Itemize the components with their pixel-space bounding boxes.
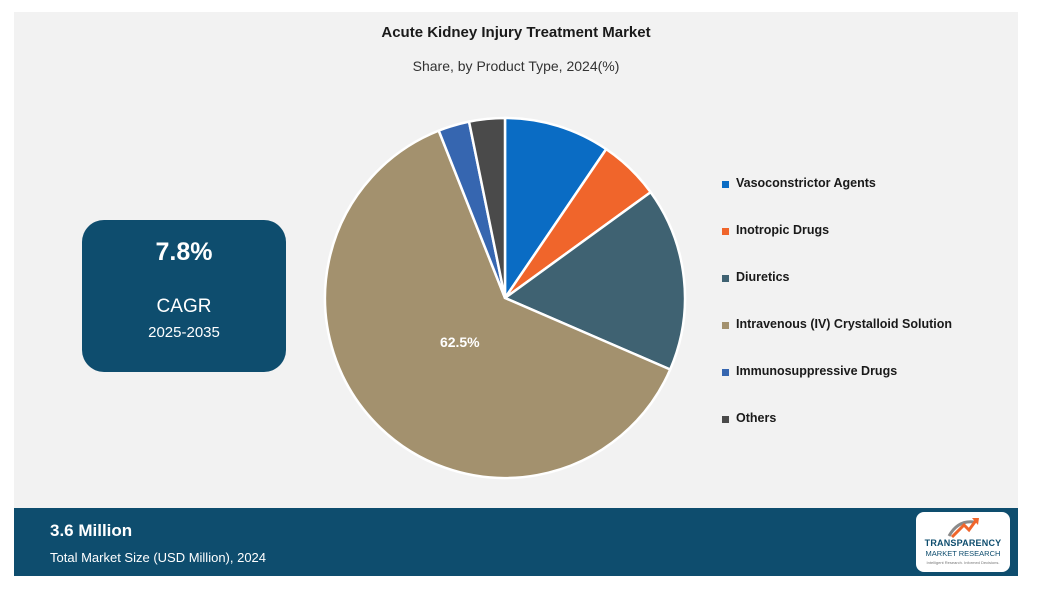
cagr-label: CAGR bbox=[156, 296, 212, 317]
legend-label: Inotropic Drugs bbox=[736, 223, 830, 237]
logo-line1: TRANSPARENCY bbox=[924, 538, 1002, 548]
pie-data-label: 62.5% bbox=[440, 334, 480, 350]
legend-swatch bbox=[722, 416, 729, 423]
legend-swatch bbox=[722, 275, 729, 282]
legend-swatch bbox=[722, 322, 729, 329]
chart-legend: Vasoconstrictor Agents Inotropic Drugs Diu… bbox=[722, 176, 1012, 458]
legend-item-others: Others bbox=[722, 411, 1012, 458]
legend-label: Immunosuppressive Drugs bbox=[736, 364, 898, 378]
pie-slice-diuretics bbox=[502, 190, 687, 372]
company-logo: TRANSPARENCY MARKET RESEARCH Intelligent… bbox=[916, 512, 1010, 572]
legend-item-vasoconstrictor-agents: Vasoconstrictor Agents bbox=[722, 176, 1012, 223]
legend-item-immunosuppressive-drugs: Immunosuppressive Drugs bbox=[722, 364, 1012, 411]
pie-slice-intravenous-iv-crystalloid-solution bbox=[323, 129, 672, 480]
chart-subtitle: Share, by Product Type, 2024(%) bbox=[412, 58, 620, 74]
legend-swatch bbox=[722, 181, 729, 188]
logo-line2: MARKET RESEARCH bbox=[925, 549, 1001, 558]
legend-label: Others bbox=[736, 411, 777, 425]
chart-title: Acute Kidney Injury Treatment Market bbox=[381, 24, 651, 41]
legend-swatch bbox=[722, 228, 729, 235]
legend-item-inotropic-drugs: Inotropic Drugs bbox=[722, 223, 1012, 270]
legend-label: Vasoconstrictor Agents bbox=[736, 176, 876, 190]
pie-slice-vasoconstrictor-agents bbox=[503, 116, 608, 303]
pie-slice-others bbox=[467, 116, 507, 299]
logo-tagline: Intelligent Research. Informed Decisions… bbox=[926, 560, 1000, 565]
cagr-value: 7.8% bbox=[155, 238, 213, 266]
cagr-card: 7.8% CAGR 2025-2035 bbox=[82, 220, 286, 372]
footer-bar: 3.6 Million Total Market Size (USD Milli… bbox=[14, 508, 1018, 576]
cagr-years: 2025-2035 bbox=[148, 324, 220, 341]
legend-label: Intravenous (IV) Crystalloid Solution bbox=[736, 317, 952, 331]
legend-item-diuretics: Diuretics bbox=[722, 270, 1012, 317]
legend-swatch bbox=[722, 369, 729, 376]
logo-arrow-icon bbox=[947, 518, 979, 538]
market-size-value: 3.6 Million bbox=[50, 521, 133, 540]
market-size-label: Total Market Size (USD Million), 2024 bbox=[50, 550, 267, 565]
legend-item-intravenous-iv-crystalloid-solution: Intravenous (IV) Crystalloid Solution bbox=[722, 317, 1012, 364]
legend-label: Diuretics bbox=[736, 270, 790, 284]
